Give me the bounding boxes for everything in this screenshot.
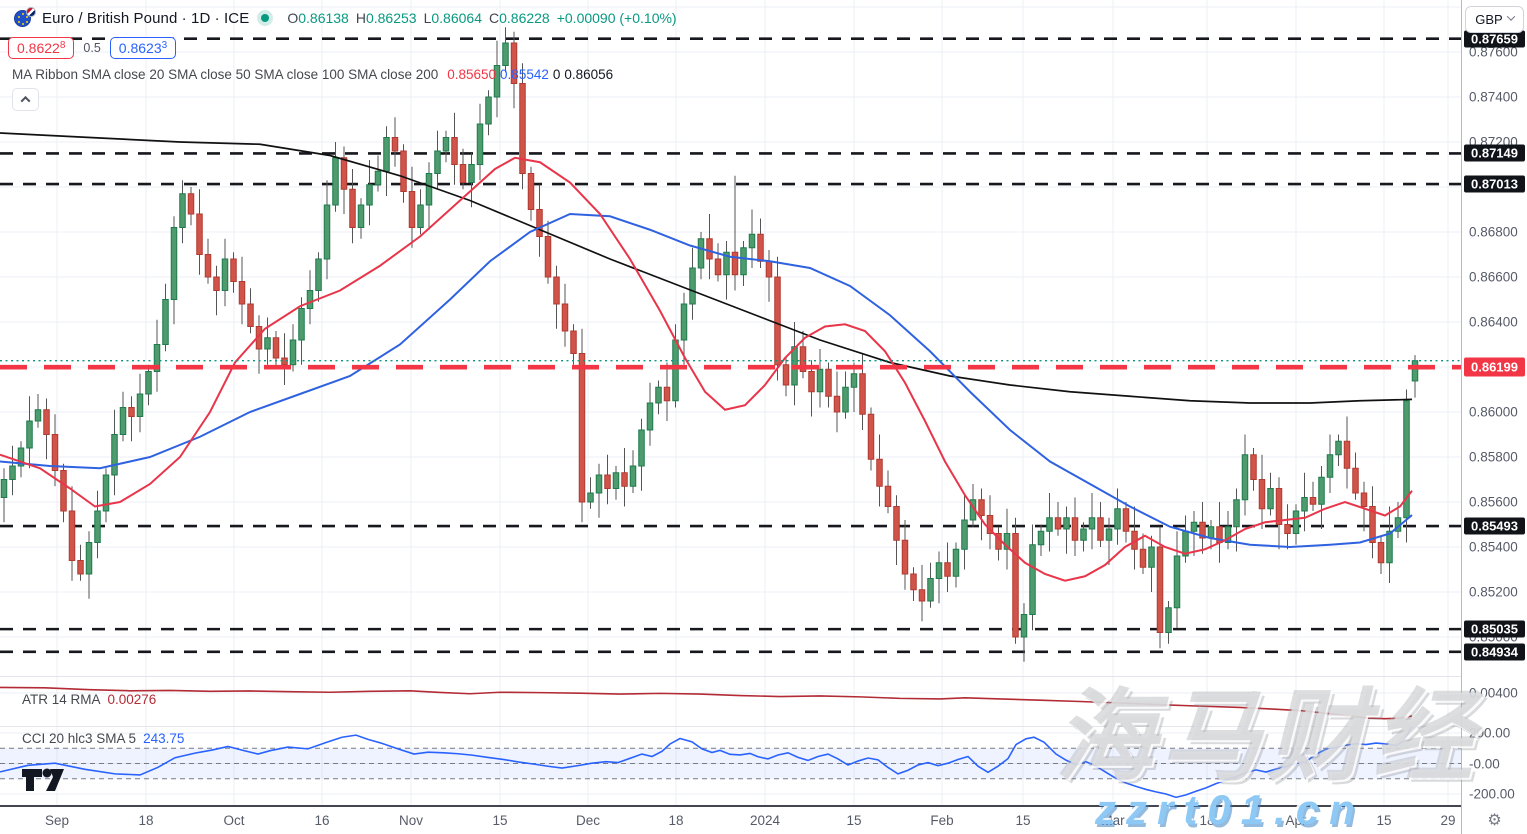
currency-label: GBP — [1475, 12, 1503, 27]
cci-value: 243.75 — [143, 731, 185, 746]
chevron-up-icon — [20, 95, 31, 106]
cci-tick-label: -200.00 — [1469, 786, 1515, 802]
atr-value: 0.00276 — [107, 692, 157, 707]
time-tick-label: 15 — [846, 813, 862, 828]
high-label: H — [355, 10, 366, 26]
ohlc-values: O0.86138 H0.86253 L0.86064 C0.86228 +0.0… — [287, 10, 676, 26]
ma-ribbon-value: 0.85650 — [447, 67, 497, 82]
change-value: +0.00090 (+0.10%) — [556, 10, 677, 26]
close-label: C — [488, 10, 500, 26]
atr-legend[interactable]: ATR 14 RMA 0.00276 — [22, 692, 156, 707]
price-tick-label: 0.86800 — [1469, 224, 1518, 240]
pane-separator-atr-cci[interactable] — [0, 726, 1527, 727]
main-chart-canvas[interactable] — [0, 0, 1461, 807]
currency-pair-icon — [14, 7, 36, 28]
price-tick-label: 0.86400 — [1469, 314, 1518, 330]
close-value: 0.86228 — [499, 10, 550, 26]
buy-button[interactable]: 0.8623 3 — [109, 37, 177, 59]
time-tick-label: 15 — [1015, 813, 1031, 828]
ma-ribbon-label: MA Ribbon SMA close 20 SMA close 50 SMA … — [12, 67, 439, 82]
symbol-legend: Euro / British Pound · 1D · ICE O0.86138… — [14, 7, 677, 28]
time-tick-label: Oct — [223, 813, 245, 828]
low-label: L — [423, 10, 432, 26]
ma-ribbon-value: 0.85542 — [500, 67, 549, 82]
cci-label: CCI 20 hlc3 SMA 5 — [22, 731, 137, 746]
cci-tick-label: 200.00 — [1469, 725, 1511, 741]
price-level-chip: 0.85035 — [1464, 620, 1525, 638]
price-tick-label: 0.86600 — [1469, 269, 1518, 285]
open-label: O — [287, 10, 299, 26]
cci-tick-label: -0.00 — [1469, 756, 1500, 771]
price-tick-label: 0.85800 — [1469, 449, 1518, 465]
time-tick-label: Feb — [930, 813, 954, 828]
time-tick-label: 15 — [492, 813, 508, 828]
ma-ribbon-value: 0 — [552, 67, 561, 82]
alert-price-chip: 0.86199 — [1464, 357, 1525, 377]
tradingview-logo[interactable] — [20, 765, 82, 795]
price-level-chip: 0.87149 — [1464, 144, 1525, 162]
axis-settings-corner: ⚙ — [1461, 807, 1527, 834]
price-tick-label: 0.85400 — [1469, 539, 1518, 555]
spread-value: 0.5 — [83, 41, 101, 55]
price-tick-label: 0.85200 — [1469, 584, 1518, 600]
sell-button[interactable]: 0.8622 8 — [8, 37, 75, 59]
atr-label: ATR 14 RMA — [22, 692, 101, 707]
time-tick-label: Dec — [575, 813, 601, 828]
ma-ribbon-values: 0.85650 0.85542 0 0.86056 — [443, 67, 613, 82]
time-tick-label: 16 — [314, 813, 330, 828]
pane-separator-main-atr[interactable] — [0, 676, 1527, 677]
price-tick-label: 0.87600 — [1469, 44, 1518, 60]
collapse-legend-button[interactable] — [12, 88, 39, 111]
time-tick-label: 2024 — [749, 813, 781, 828]
gear-icon[interactable]: ⚙ — [1487, 811, 1502, 829]
time-tick-label: Mar — [1101, 813, 1125, 828]
price-level-chip: 0.85493 — [1464, 517, 1525, 535]
cci-legend[interactable]: CCI 20 hlc3 SMA 5 243.75 — [22, 731, 184, 746]
high-value: 0.86253 — [365, 10, 417, 26]
pane-separator-axis — [0, 805, 1527, 807]
low-value: 0.86064 — [431, 10, 482, 26]
price-tick-label: 0.86000 — [1469, 404, 1518, 420]
currency-dropdown[interactable]: GBP — [1465, 6, 1524, 33]
symbol-title[interactable]: Euro / British Pound · 1D · ICE — [42, 9, 250, 27]
price-scale[interactable]: GBP 0.876000.874000.872000.870000.868000… — [1461, 0, 1527, 807]
time-tick-label: Apr — [1285, 813, 1307, 828]
time-tick-label: 18 — [668, 813, 684, 828]
market-status-icon[interactable] — [257, 10, 274, 26]
price-tick-label: 0.87400 — [1469, 89, 1518, 105]
atr-tick-label: 0.00400 — [1469, 685, 1518, 701]
ma-ribbon-value: 0.86056 — [564, 67, 614, 82]
quote-row: 0.8622 8 0.5 0.8623 3 — [8, 37, 177, 59]
time-axis[interactable]: Sep 18 Oct 16 Nov 15 Dec 18 2024 15 Feb 15 Mar 18 Apr 1… — [0, 807, 1461, 834]
price-level-chip: 0.87013 — [1464, 175, 1525, 193]
ma-ribbon-legend[interactable]: MA Ribbon SMA close 20 SMA close 50 SMA … — [12, 67, 613, 82]
time-tick-label: Sep — [44, 813, 70, 828]
open-value: 0.86138 — [298, 10, 349, 26]
price-level-chip: 0.87659 — [1464, 30, 1525, 48]
time-tick-label: 15 — [1376, 813, 1392, 828]
time-tick-label: 18 — [1199, 813, 1215, 828]
time-tick-label: 18 — [138, 813, 154, 828]
time-tick-label: Nov — [398, 813, 424, 828]
price-tick-label: 0.85600 — [1469, 494, 1518, 510]
time-tick-label: 29 — [1440, 813, 1456, 828]
price-level-chip: 0.84934 — [1464, 643, 1525, 661]
chevron-down-icon — [1506, 12, 1515, 21]
